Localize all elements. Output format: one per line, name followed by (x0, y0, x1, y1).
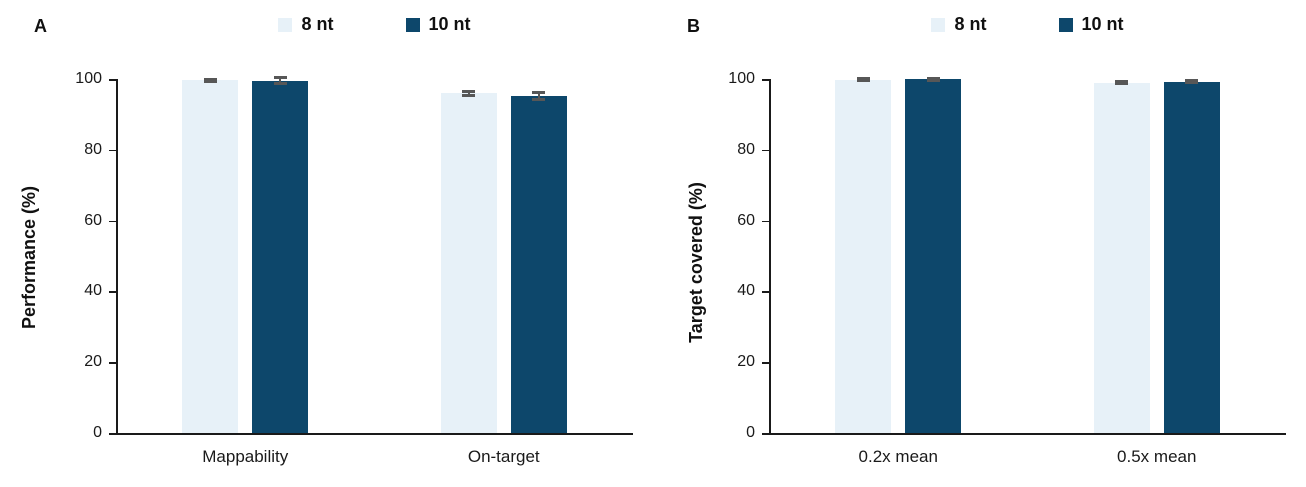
bar-8nt-cat0 (835, 79, 892, 433)
bar-8nt-cat0 (182, 80, 239, 433)
legend-item-10nt: 10 nt (405, 14, 471, 35)
y-tick-mark (762, 291, 769, 293)
panel-a-label: A (34, 16, 47, 36)
error-bar-cap-top (856, 77, 870, 81)
panel-a-legend: 8 nt 10 nt (116, 14, 633, 35)
panel-a-y-axis-title: Performance (%) (19, 185, 40, 330)
legend-swatch-8nt (931, 17, 946, 32)
bar-8nt-cat1 (440, 93, 497, 433)
legend-swatch-8nt (278, 17, 293, 32)
bar-10nt-cat1 (1163, 81, 1220, 433)
y-tick-mark (109, 362, 116, 364)
panel-b-legend: 8 nt 10 nt (769, 14, 1286, 35)
error-bar-cap-top (203, 77, 217, 81)
y-tick-label: 40 (84, 282, 102, 300)
error-bar-cap-bottom (1115, 82, 1129, 86)
y-tick-label: 20 (84, 353, 102, 371)
x-axis-line (769, 433, 1286, 435)
legend-item-8nt: 8 nt (931, 14, 987, 35)
category-label: 0.2x mean (858, 447, 938, 466)
error-bar-cap-bottom (203, 80, 217, 84)
y-tick-mark (109, 433, 116, 435)
legend-swatch-10nt (405, 17, 420, 32)
bar-10nt-cat1 (510, 95, 567, 433)
legend-label-8nt: 8 nt (954, 14, 987, 34)
y-tick-label: 60 (737, 211, 755, 229)
y-tick-label: 80 (737, 140, 755, 158)
y-tick-label: 60 (84, 211, 102, 229)
legend-label-8nt: 8 nt (301, 14, 334, 34)
y-tick-label: 20 (737, 353, 755, 371)
legend-item-10nt: 10 nt (1058, 14, 1124, 35)
x-axis-line (116, 433, 633, 435)
y-tick-mark (109, 291, 116, 293)
category-label: 0.5x mean (1117, 447, 1197, 466)
error-bar-cap-top (1115, 79, 1129, 83)
y-tick-label: 0 (746, 424, 755, 441)
error-bar-cap-top (1185, 79, 1199, 83)
panel-b: B 8 nt 10 nt Target covered (%) 0 20 40 60 8… (653, 0, 1306, 487)
error-bar-cap-top (532, 91, 546, 95)
y-tick-label: 100 (728, 70, 755, 87)
error-bar-cap-top (462, 89, 476, 93)
error-bar-cap-bottom (273, 82, 287, 86)
error-bar-line (537, 92, 540, 100)
y-tick-mark (762, 79, 769, 81)
bar-10nt-cat0 (905, 79, 962, 433)
bar-8nt-cat1 (1093, 82, 1150, 433)
bar-10nt-cat0 (252, 80, 309, 433)
y-tick-mark (762, 149, 769, 152)
y-tick-mark (109, 220, 116, 223)
y-axis-line (116, 79, 118, 435)
y-tick-label: 80 (84, 140, 102, 158)
category-label: On-target (467, 447, 540, 466)
y-tick-label: 0 (93, 424, 102, 441)
error-bar-cap-bottom (856, 79, 870, 83)
panel-b-y-axis-title: Target covered (%) (685, 182, 706, 343)
error-bar-cap-bottom (926, 78, 940, 82)
error-bar-line (279, 77, 282, 84)
legend-swatch-10nt (1058, 17, 1073, 32)
error-bar-cap-bottom (462, 93, 476, 97)
error-bar-cap-bottom (1185, 81, 1199, 85)
y-axis-line (769, 79, 771, 435)
y-tick-mark (109, 149, 116, 152)
y-tick-mark (762, 362, 769, 364)
y-tick-mark (109, 79, 116, 81)
panel-b-label: B (687, 16, 700, 36)
legend-label-10nt: 10 nt (1081, 14, 1124, 34)
y-tick-mark (762, 220, 769, 223)
y-tick-label: 100 (75, 70, 102, 87)
y-tick-label: 40 (737, 282, 755, 300)
error-bar-line (467, 91, 470, 96)
error-bar-cap-bottom (532, 97, 546, 101)
error-bar-cap-top (273, 76, 287, 80)
legend-label-10nt: 10 nt (428, 14, 471, 34)
panel-a: A 8 nt 10 nt Performance (%) 0 20 40 60 80 10… (19, 14, 633, 466)
category-label: Mappability (202, 447, 289, 466)
legend-item-8nt: 8 nt (278, 14, 334, 35)
y-tick-mark (762, 433, 769, 435)
